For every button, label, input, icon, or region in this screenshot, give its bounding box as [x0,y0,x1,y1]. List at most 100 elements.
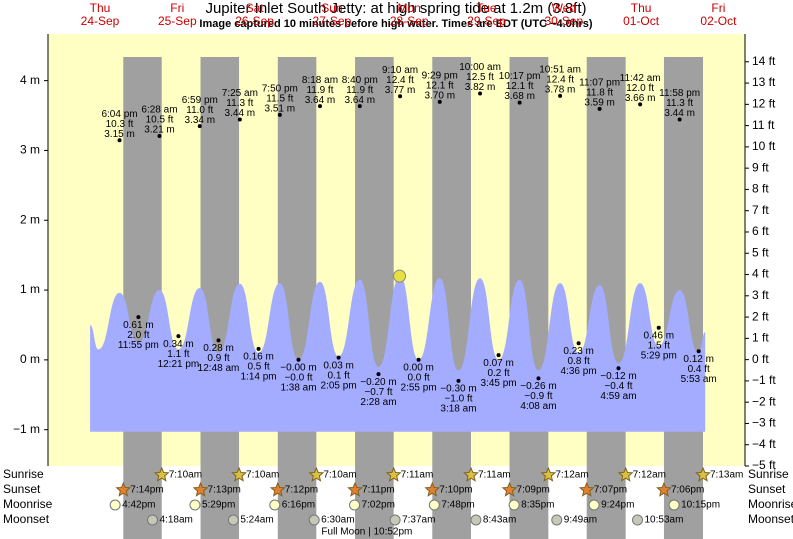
day-date: 30-Sep [544,14,583,28]
y2-tick-label: 4 ft [752,267,769,281]
y-tick-label: 2 m [20,212,40,226]
moonrise-time: 4:42pm [122,500,155,511]
y2-tick-label: 1 ft [752,331,769,345]
row-label: Sunset [3,482,41,496]
tide-label: 11:58 pm [659,88,700,99]
tide-label: 10.3 ft [106,119,134,130]
tide-label: 3.78 m [545,85,576,96]
y2-tick-label: 7 ft [752,203,769,217]
tide-label: 1.1 ft [167,349,189,360]
tide-point [478,91,483,96]
tide-label: 9:10 am [382,65,418,76]
tide-label: 6:59 pm [182,95,218,106]
y2-tick-label: 14 ft [752,54,776,68]
sunrise-time: 7:11am [401,470,434,481]
tide-label: −0.7 ft [364,387,392,398]
row-label: Moonset [3,512,50,526]
tide-label: 12.0 ft [626,83,654,94]
tide-label: 11:55 pm [118,340,159,351]
tide-label: 0.61 m [123,320,154,331]
row-label: Moonset [748,512,793,526]
y2-tick-label: −3 ft [752,416,776,430]
tide-label: 1.5 ft [648,340,670,351]
day-date: 01-Oct [623,14,660,28]
y2-tick-label: 2 ft [752,309,769,323]
moonrise-icon [189,499,201,511]
tide-label: 0.8 ft [567,356,589,367]
sunrise-icon [463,466,479,482]
moon-phase: Full Moon | 10:52pm [321,527,412,538]
tide-point [237,117,242,122]
sunset-icon [424,481,441,497]
moonset-time: 7:37am [402,515,435,526]
moonrise-time: 5:29pm [202,500,235,511]
tide-label: 2.0 ft [127,330,149,341]
y-tick-label: 0 m [20,352,40,366]
tide-label: 1:14 pm [241,371,277,382]
day-date: 25-Sep [158,14,197,28]
sunrise-time: 7:10am [246,470,279,481]
moonset-icon [551,514,563,526]
tide-point [696,349,701,354]
tide-label: 0.5 ft [247,361,269,372]
moonrise-icon [349,499,361,511]
tide-label: 0.46 m [643,330,674,341]
y2-tick-label: −1 ft [752,373,776,387]
tide-label: 7:50 pm [262,84,298,95]
tide-label: 6:04 pm [101,109,137,120]
day-date: 27-Sep [313,14,352,28]
y2-tick-label: 6 ft [752,224,769,238]
tide-label: 11.9 ft [346,85,373,96]
tide-label: 3.44 m [225,108,256,119]
moonrise-time: 9:24pm [601,500,634,511]
day-date: 29-Sep [467,14,506,28]
sunrise-time: 7:10am [323,470,356,481]
tide-label: 8:18 am [302,75,338,86]
tide-point [616,366,621,371]
sunset-icon [192,481,209,497]
y2-tick-label: 0 ft [752,352,769,366]
sunset-icon [347,481,363,497]
tide-label: 4:59 am [600,391,636,402]
moonrise-time: 7:02pm [362,500,395,511]
tide-label: 3.82 m [465,82,496,93]
day-date: 26-Sep [235,14,274,28]
current-level-marker [393,269,407,283]
moonset-time: 10:53am [645,515,684,526]
tide-point [256,346,261,351]
day-weekday: Wed [552,1,576,15]
tide-label: 11:07 pm [579,78,620,89]
tide-label: 0.23 m [563,346,594,357]
sunrise-icon [153,466,170,482]
tide-label: 2:05 pm [321,380,357,391]
y2-tick-label: 10 ft [752,139,776,153]
sunset-time: 7:09pm [517,485,550,496]
y-tick-label: 3 m [20,143,40,157]
tide-label: 3.21 m [144,125,175,136]
moonset-time: 9:49am [564,515,597,526]
sunrise-time: 7:13am [710,470,743,481]
tide-label: 0.16 m [243,351,274,362]
sunrise-time: 7:10am [169,470,202,481]
tide-point [456,378,461,383]
tide-label: 0.2 ft [487,368,509,379]
tide-label: −0.00 m [280,362,316,373]
tide-label: 2:55 pm [401,382,437,393]
moonset-time: 6:30am [321,515,354,526]
tide-label: 0.1 ft [327,370,349,381]
tide-point [558,93,563,98]
tide-label: 12:21 pm [158,359,200,370]
y2-tick-label: 3 ft [752,288,769,302]
tide-point [277,112,282,117]
moonrise-time: 6:16pm [282,500,315,511]
sunrise-icon [695,466,711,482]
tide-label: 10:51 am [539,65,581,76]
tide-label: 0.07 m [483,358,514,369]
sunset-icon [501,481,518,497]
tide-label: 0.4 ft [688,364,710,375]
tide-label: 3.70 m [424,91,455,102]
day-weekday: Thu [631,1,652,15]
tide-label: 4:36 pm [561,366,597,377]
